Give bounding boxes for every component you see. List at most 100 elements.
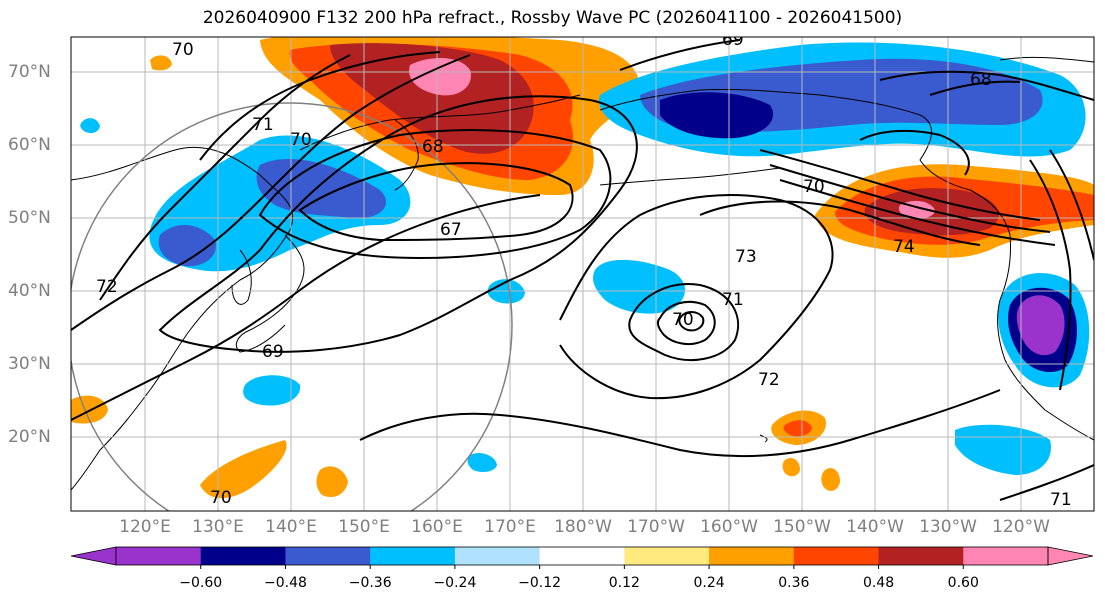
contour-label: 68	[422, 137, 444, 157]
lon-label: 150°W	[773, 517, 831, 537]
contour-label: 69	[722, 30, 744, 50]
positive-anomaly-okhotsk-peak	[409, 58, 471, 96]
lon-label: 120°E	[119, 517, 171, 537]
contour-label-group: 70 69 68 71 70 68 67 69 72 70 73 71 70 7…	[96, 30, 1072, 510]
contour-label: 67	[440, 220, 462, 240]
positive-anomaly-okhotsk-core	[330, 43, 534, 154]
contour-70-north	[199, 51, 441, 161]
contour-label: 71	[1050, 490, 1072, 510]
contour-68-alaska	[929, 80, 1021, 96]
lon-label: 160°E	[411, 517, 463, 537]
colorbar-segment	[285, 547, 371, 565]
colorbar-segment	[370, 547, 456, 565]
lon-label: 170°E	[484, 517, 536, 537]
contour-label: 69	[262, 342, 284, 362]
colorbar-tick-label: −0.48	[264, 575, 307, 591]
contour-label: 68	[970, 70, 992, 90]
negative-anomaly-south-1	[243, 375, 301, 406]
contour-label: 72	[758, 370, 780, 390]
lon-label: 140°E	[265, 517, 317, 537]
positive-anomaly-south-china-2	[316, 466, 348, 498]
colorbar-segment	[539, 547, 625, 565]
negative-anomaly-bering-core	[660, 92, 774, 139]
lon-label: 160°W	[700, 517, 758, 537]
colorbar-segment	[878, 547, 964, 565]
colorbar-segment	[454, 547, 541, 565]
contour-70	[71, 194, 541, 421]
colorbar-tick-label: −0.24	[433, 575, 477, 591]
coast-japan	[235, 234, 305, 353]
colorbar-tick-label: −0.60	[179, 575, 223, 591]
contour-71	[71, 54, 471, 331]
coast-kamchatka	[394, 119, 419, 191]
lat-label: 60°N	[8, 135, 51, 155]
lon-label: 150°E	[338, 517, 390, 537]
positive-anomaly-south-small-2	[821, 468, 840, 491]
contour-lines	[71, 39, 1094, 501]
coast-north-america-north	[999, 56, 1094, 63]
colorbar-tick-label: 0.60	[947, 575, 979, 591]
colorbar-segment	[709, 547, 795, 565]
colorbar-tick-label: 0.12	[608, 575, 640, 591]
positive-anomaly-south-china	[200, 440, 287, 499]
coast-north-america	[997, 234, 1094, 441]
contour-label: 70	[172, 40, 194, 60]
colorbar-tick-label: −0.36	[348, 575, 392, 591]
negative-anomaly-california-core	[1016, 295, 1065, 356]
colorbar-frame	[115, 546, 1049, 566]
coast-aleutians	[599, 167, 781, 186]
lon-label: 130°E	[192, 517, 244, 537]
lat-label: 20°N	[8, 427, 51, 447]
positive-anomaly-south-small	[782, 458, 800, 477]
colorbar-segment	[963, 547, 1049, 565]
contour-label: 70	[290, 130, 312, 150]
lon-label: 180°W	[554, 517, 612, 537]
colorbar-tick-label: 0.36	[778, 575, 810, 591]
colorbar-segment	[624, 547, 710, 565]
lat-label: 30°N	[8, 354, 51, 374]
lat-label: 40°N	[8, 281, 51, 301]
negative-anomaly-japan-inner	[256, 159, 386, 219]
contour-70-alaska-north	[879, 70, 1094, 101]
colorbar-tick-label: 0.48	[862, 575, 895, 591]
contour-trough-low	[628, 283, 740, 361]
contour-74	[699, 200, 981, 246]
contour-jet-1	[759, 149, 1041, 221]
colorbar-segment	[200, 547, 286, 565]
lon-label: 130°W	[919, 517, 977, 537]
negative-anomaly-kamchatka-small	[80, 118, 100, 134]
contour-72	[99, 54, 351, 301]
contour-67	[298, 162, 574, 242]
contour-72-pacific	[359, 389, 1001, 458]
colorbar-tick-label: 0.24	[693, 575, 725, 591]
coast-alaska	[599, 88, 1011, 236]
contour-north-america-2	[1049, 149, 1094, 261]
colorbar-segment	[793, 547, 880, 565]
colorbar-tick-label: −0.12	[518, 575, 562, 591]
lon-label: 120°W	[992, 517, 1050, 537]
colorbar	[70, 546, 1094, 569]
contour-label: 70	[210, 488, 232, 508]
map-title: 2026040900 F132 200 hPa refract., Rossby…	[202, 8, 903, 28]
colorbar-segment	[116, 547, 202, 565]
colorbar-extend-high	[1047, 546, 1094, 566]
coastlines	[71, 56, 1094, 491]
lon-label: 140°W	[846, 517, 904, 537]
coast-asia-east	[71, 146, 294, 491]
contour-jet-4	[859, 129, 970, 176]
contour-label: 72	[96, 277, 118, 297]
lat-label: 70°N	[8, 62, 51, 82]
contour-trough-inner	[656, 300, 716, 346]
positive-anomaly-northwest-small	[150, 55, 172, 71]
negative-anomaly-central-pacific	[593, 259, 685, 314]
lat-label: 50°N	[8, 208, 51, 228]
contour-label: 70	[672, 310, 694, 330]
negative-anomaly-south-3	[467, 453, 497, 473]
reference-circle	[71, 102, 513, 511]
coast-hawaii	[759, 434, 768, 443]
negative-anomaly-china-inner	[158, 224, 216, 267]
contour-label: 74	[893, 237, 915, 257]
lon-label: 170°W	[627, 517, 685, 537]
coast-siberia	[299, 94, 581, 151]
